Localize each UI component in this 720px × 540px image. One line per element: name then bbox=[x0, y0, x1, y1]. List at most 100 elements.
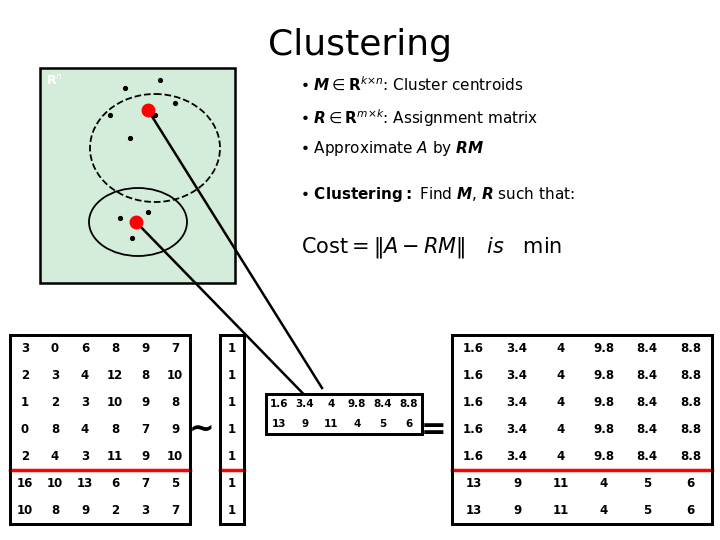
Bar bbox=[40, 68, 235, 283]
Bar bbox=[10, 335, 190, 524]
Bar bbox=[452, 335, 712, 524]
Text: 3.4: 3.4 bbox=[506, 423, 528, 436]
Text: 10: 10 bbox=[17, 504, 33, 517]
Text: 3: 3 bbox=[81, 450, 89, 463]
Text: 12: 12 bbox=[107, 369, 123, 382]
Text: 10: 10 bbox=[107, 396, 123, 409]
Text: 0: 0 bbox=[21, 423, 29, 436]
Text: 16: 16 bbox=[17, 477, 33, 490]
Text: 2: 2 bbox=[51, 396, 59, 409]
Text: 7: 7 bbox=[171, 504, 179, 517]
Text: 9: 9 bbox=[302, 420, 309, 429]
Text: 1.6: 1.6 bbox=[463, 369, 484, 382]
Text: 5: 5 bbox=[171, 477, 179, 490]
Text: 8.4: 8.4 bbox=[636, 423, 657, 436]
Text: 3: 3 bbox=[81, 396, 89, 409]
Text: 8.8: 8.8 bbox=[680, 396, 701, 409]
Text: 10: 10 bbox=[47, 477, 63, 490]
Text: 1.6: 1.6 bbox=[270, 400, 288, 409]
Bar bbox=[266, 394, 422, 434]
Text: 9.8: 9.8 bbox=[348, 400, 366, 409]
Text: 8.4: 8.4 bbox=[636, 369, 657, 382]
Text: 8.8: 8.8 bbox=[680, 450, 701, 463]
Text: 7: 7 bbox=[171, 342, 179, 355]
Text: 3: 3 bbox=[21, 342, 29, 355]
Bar bbox=[452, 335, 712, 524]
Text: 9.8: 9.8 bbox=[593, 396, 614, 409]
Text: Clustering: Clustering bbox=[268, 28, 452, 62]
Text: 8: 8 bbox=[51, 423, 59, 436]
Bar bbox=[266, 394, 422, 434]
Text: 9: 9 bbox=[81, 504, 89, 517]
Text: =: = bbox=[421, 415, 447, 444]
Text: 13: 13 bbox=[77, 477, 93, 490]
Text: 9.8: 9.8 bbox=[593, 450, 614, 463]
Text: 1.6: 1.6 bbox=[463, 450, 484, 463]
Text: 1.6: 1.6 bbox=[463, 423, 484, 436]
Text: 9: 9 bbox=[513, 477, 521, 490]
Text: 2: 2 bbox=[111, 504, 119, 517]
Text: • Approximate $A$ by $\boldsymbol{RM}$: • Approximate $A$ by $\boldsymbol{RM}$ bbox=[300, 139, 485, 158]
Text: 1.6: 1.6 bbox=[463, 342, 484, 355]
Text: 3: 3 bbox=[51, 369, 59, 382]
Text: 13: 13 bbox=[466, 504, 482, 517]
Text: 8.4: 8.4 bbox=[636, 396, 657, 409]
Text: 7: 7 bbox=[141, 477, 149, 490]
Text: 6: 6 bbox=[686, 477, 695, 490]
Text: 8.8: 8.8 bbox=[680, 342, 701, 355]
Text: 8.4: 8.4 bbox=[636, 450, 657, 463]
Text: 8.8: 8.8 bbox=[680, 423, 701, 436]
Text: 5: 5 bbox=[643, 504, 651, 517]
Text: • $\boldsymbol{M}$$\in$$\mathbf{R}^{k{\times}n}$: Cluster centroids: • $\boldsymbol{M}$$\in$$\mathbf{R}^{k{\t… bbox=[300, 75, 523, 93]
Text: 1: 1 bbox=[21, 396, 29, 409]
Text: 4: 4 bbox=[557, 342, 564, 355]
Text: 8: 8 bbox=[51, 504, 59, 517]
Text: 0: 0 bbox=[51, 342, 59, 355]
Text: 4: 4 bbox=[81, 423, 89, 436]
Text: 2: 2 bbox=[21, 369, 29, 382]
Text: 4: 4 bbox=[600, 504, 608, 517]
Text: 9: 9 bbox=[141, 342, 149, 355]
Text: 9.8: 9.8 bbox=[593, 369, 614, 382]
Text: 3: 3 bbox=[141, 504, 149, 517]
Text: 7: 7 bbox=[141, 423, 149, 436]
Text: 4: 4 bbox=[557, 369, 564, 382]
Text: 1: 1 bbox=[228, 342, 236, 355]
Text: $\mathbf{R}^n$: $\mathbf{R}^n$ bbox=[46, 74, 63, 88]
Text: 6: 6 bbox=[686, 504, 695, 517]
Text: 4: 4 bbox=[557, 423, 564, 436]
Text: 9.8: 9.8 bbox=[593, 423, 614, 436]
Text: 1: 1 bbox=[228, 477, 236, 490]
Text: 4: 4 bbox=[557, 396, 564, 409]
Text: 3.4: 3.4 bbox=[506, 450, 528, 463]
Text: 1: 1 bbox=[228, 423, 236, 436]
Text: ~: ~ bbox=[189, 415, 215, 444]
Text: 6: 6 bbox=[405, 420, 413, 429]
Text: 4: 4 bbox=[600, 477, 608, 490]
Text: 3.4: 3.4 bbox=[506, 396, 528, 409]
Text: 4: 4 bbox=[328, 400, 335, 409]
Text: 2: 2 bbox=[21, 450, 29, 463]
Bar bbox=[220, 335, 244, 524]
Text: 5: 5 bbox=[643, 477, 651, 490]
Text: 13: 13 bbox=[466, 477, 482, 490]
Text: 1: 1 bbox=[228, 450, 236, 463]
Text: 4: 4 bbox=[354, 420, 361, 429]
Text: 8: 8 bbox=[141, 369, 149, 382]
Text: 9: 9 bbox=[513, 504, 521, 517]
Text: 1: 1 bbox=[228, 396, 236, 409]
Text: 1.6: 1.6 bbox=[463, 396, 484, 409]
Text: 11: 11 bbox=[552, 504, 569, 517]
Text: 9: 9 bbox=[141, 450, 149, 463]
Text: 8.4: 8.4 bbox=[374, 400, 392, 409]
Text: 13: 13 bbox=[271, 420, 287, 429]
Text: 9.8: 9.8 bbox=[593, 342, 614, 355]
Text: 4: 4 bbox=[557, 450, 564, 463]
Text: • $\bf{Clustering:}$ Find $\boldsymbol{M}$, $\boldsymbol{R}$ such that:: • $\bf{Clustering:}$ Find $\boldsymbol{M… bbox=[300, 185, 575, 204]
Text: 3.4: 3.4 bbox=[506, 369, 528, 382]
Text: 8: 8 bbox=[171, 396, 179, 409]
Text: $\mathrm{Cost} = \|A - RM\|$   $\mathit{is}$   $\mathrm{min}$: $\mathrm{Cost} = \|A - RM\|$ $\mathit{is… bbox=[302, 235, 562, 260]
Text: 10: 10 bbox=[167, 369, 183, 382]
Text: 1: 1 bbox=[228, 504, 236, 517]
Text: 3.4: 3.4 bbox=[506, 342, 528, 355]
